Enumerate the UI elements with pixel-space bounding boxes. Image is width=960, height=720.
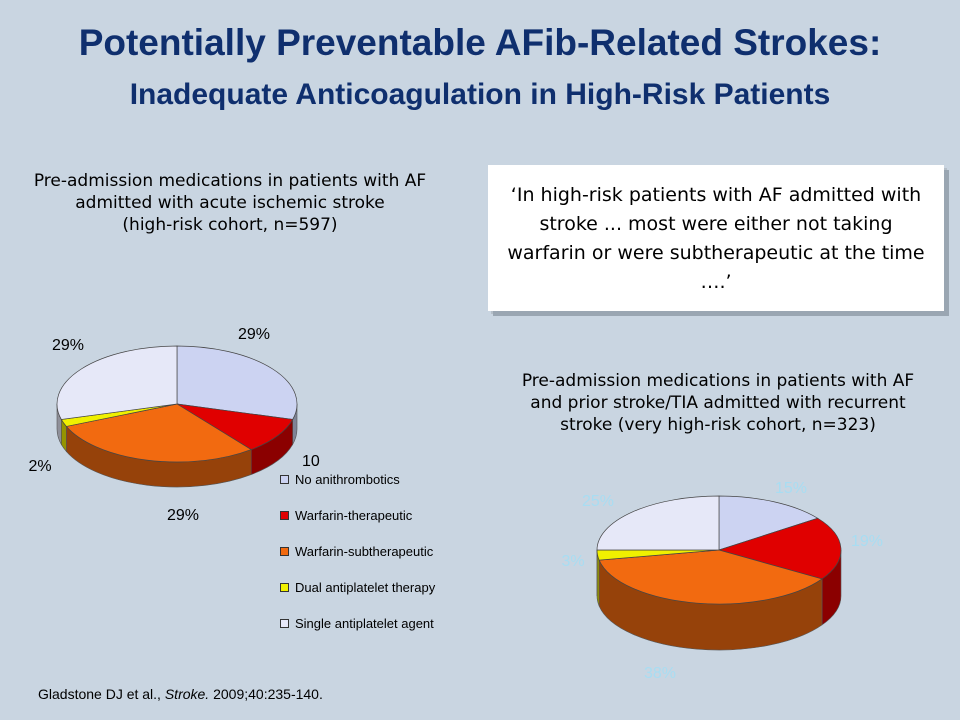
legend-label: Single antiplatelet agent	[295, 616, 434, 631]
pie-chart-high-risk: 29% 10% 29% 2% 29%	[28, 326, 320, 524]
data-label: 3%	[561, 553, 584, 570]
citation: Gladstone DJ et al., Stroke. 2009;40:235…	[38, 686, 323, 702]
legend-label: Dual antiplatelet therapy	[295, 580, 436, 595]
legend-swatch	[280, 619, 289, 628]
data-label: 2%	[28, 458, 51, 475]
data-label: 15%	[775, 480, 807, 497]
legend-swatch	[280, 583, 289, 592]
legend-label: Warfarin-subtherapeutic	[295, 544, 434, 559]
data-label: 29%	[52, 337, 84, 354]
slide-title: Potentially Preventable AFib-Related Str…	[78, 22, 882, 63]
citation-authors: Gladstone DJ et al.,	[38, 686, 165, 702]
data-label: 19%	[851, 533, 883, 550]
legend-item: Warfarin-therapeutic	[280, 508, 435, 544]
pie-slice-single-antiplatelet-agent	[596, 495, 720, 551]
citation-details: 2009;40:235-140.	[209, 686, 323, 702]
citation-journal: Stroke.	[164, 686, 210, 702]
legend-swatch	[280, 511, 289, 520]
data-label: 25%	[582, 493, 614, 510]
quote-box: ‘In high-risk patients with AF admitted …	[488, 165, 944, 311]
pie-slice-warfarin-subtherapeutic	[65, 403, 252, 463]
pie-slice-warfarin-therapeutic	[717, 517, 842, 580]
chart1-caption: Pre-admission medications in patients wi…	[33, 171, 427, 235]
legend-label: No anithrombotics	[295, 472, 400, 487]
pie-chart-very-high-risk: 15% 19% 38% 3% 25%	[561, 480, 883, 682]
pie-slice-no-anithrombotics	[176, 345, 298, 420]
legend-label: Warfarin-therapeutic	[295, 508, 413, 523]
legend-item: No anithrombotics	[280, 472, 435, 508]
legend-item: Warfarin-subtherapeutic	[280, 544, 435, 580]
data-label: 10%	[302, 453, 320, 470]
pie-slice-warfarin-subtherapeutic	[598, 549, 823, 605]
legend-swatch	[280, 475, 289, 484]
pie-slice-warfarin-therapeutic	[176, 403, 294, 450]
legend-swatch	[280, 547, 289, 556]
chart-legend: No anithrombotics Warfarin-therapeutic W…	[280, 472, 435, 652]
data-label: 29%	[238, 326, 270, 343]
chart2-caption: Pre-admission medications in patients wi…	[521, 371, 915, 435]
pie-slice-single-antiplatelet-agent	[56, 345, 178, 420]
pie-slice-no-anithrombotics	[718, 495, 819, 551]
data-label: 29%	[167, 507, 199, 524]
pie-sides	[596, 549, 842, 651]
legend-item: Single antiplatelet agent	[280, 616, 435, 652]
slide-subtitle: Inadequate Anticoagulation in High-Risk …	[129, 78, 831, 111]
legend-item: Dual antiplatelet therapy	[280, 580, 435, 616]
data-label: 38%	[644, 665, 676, 682]
